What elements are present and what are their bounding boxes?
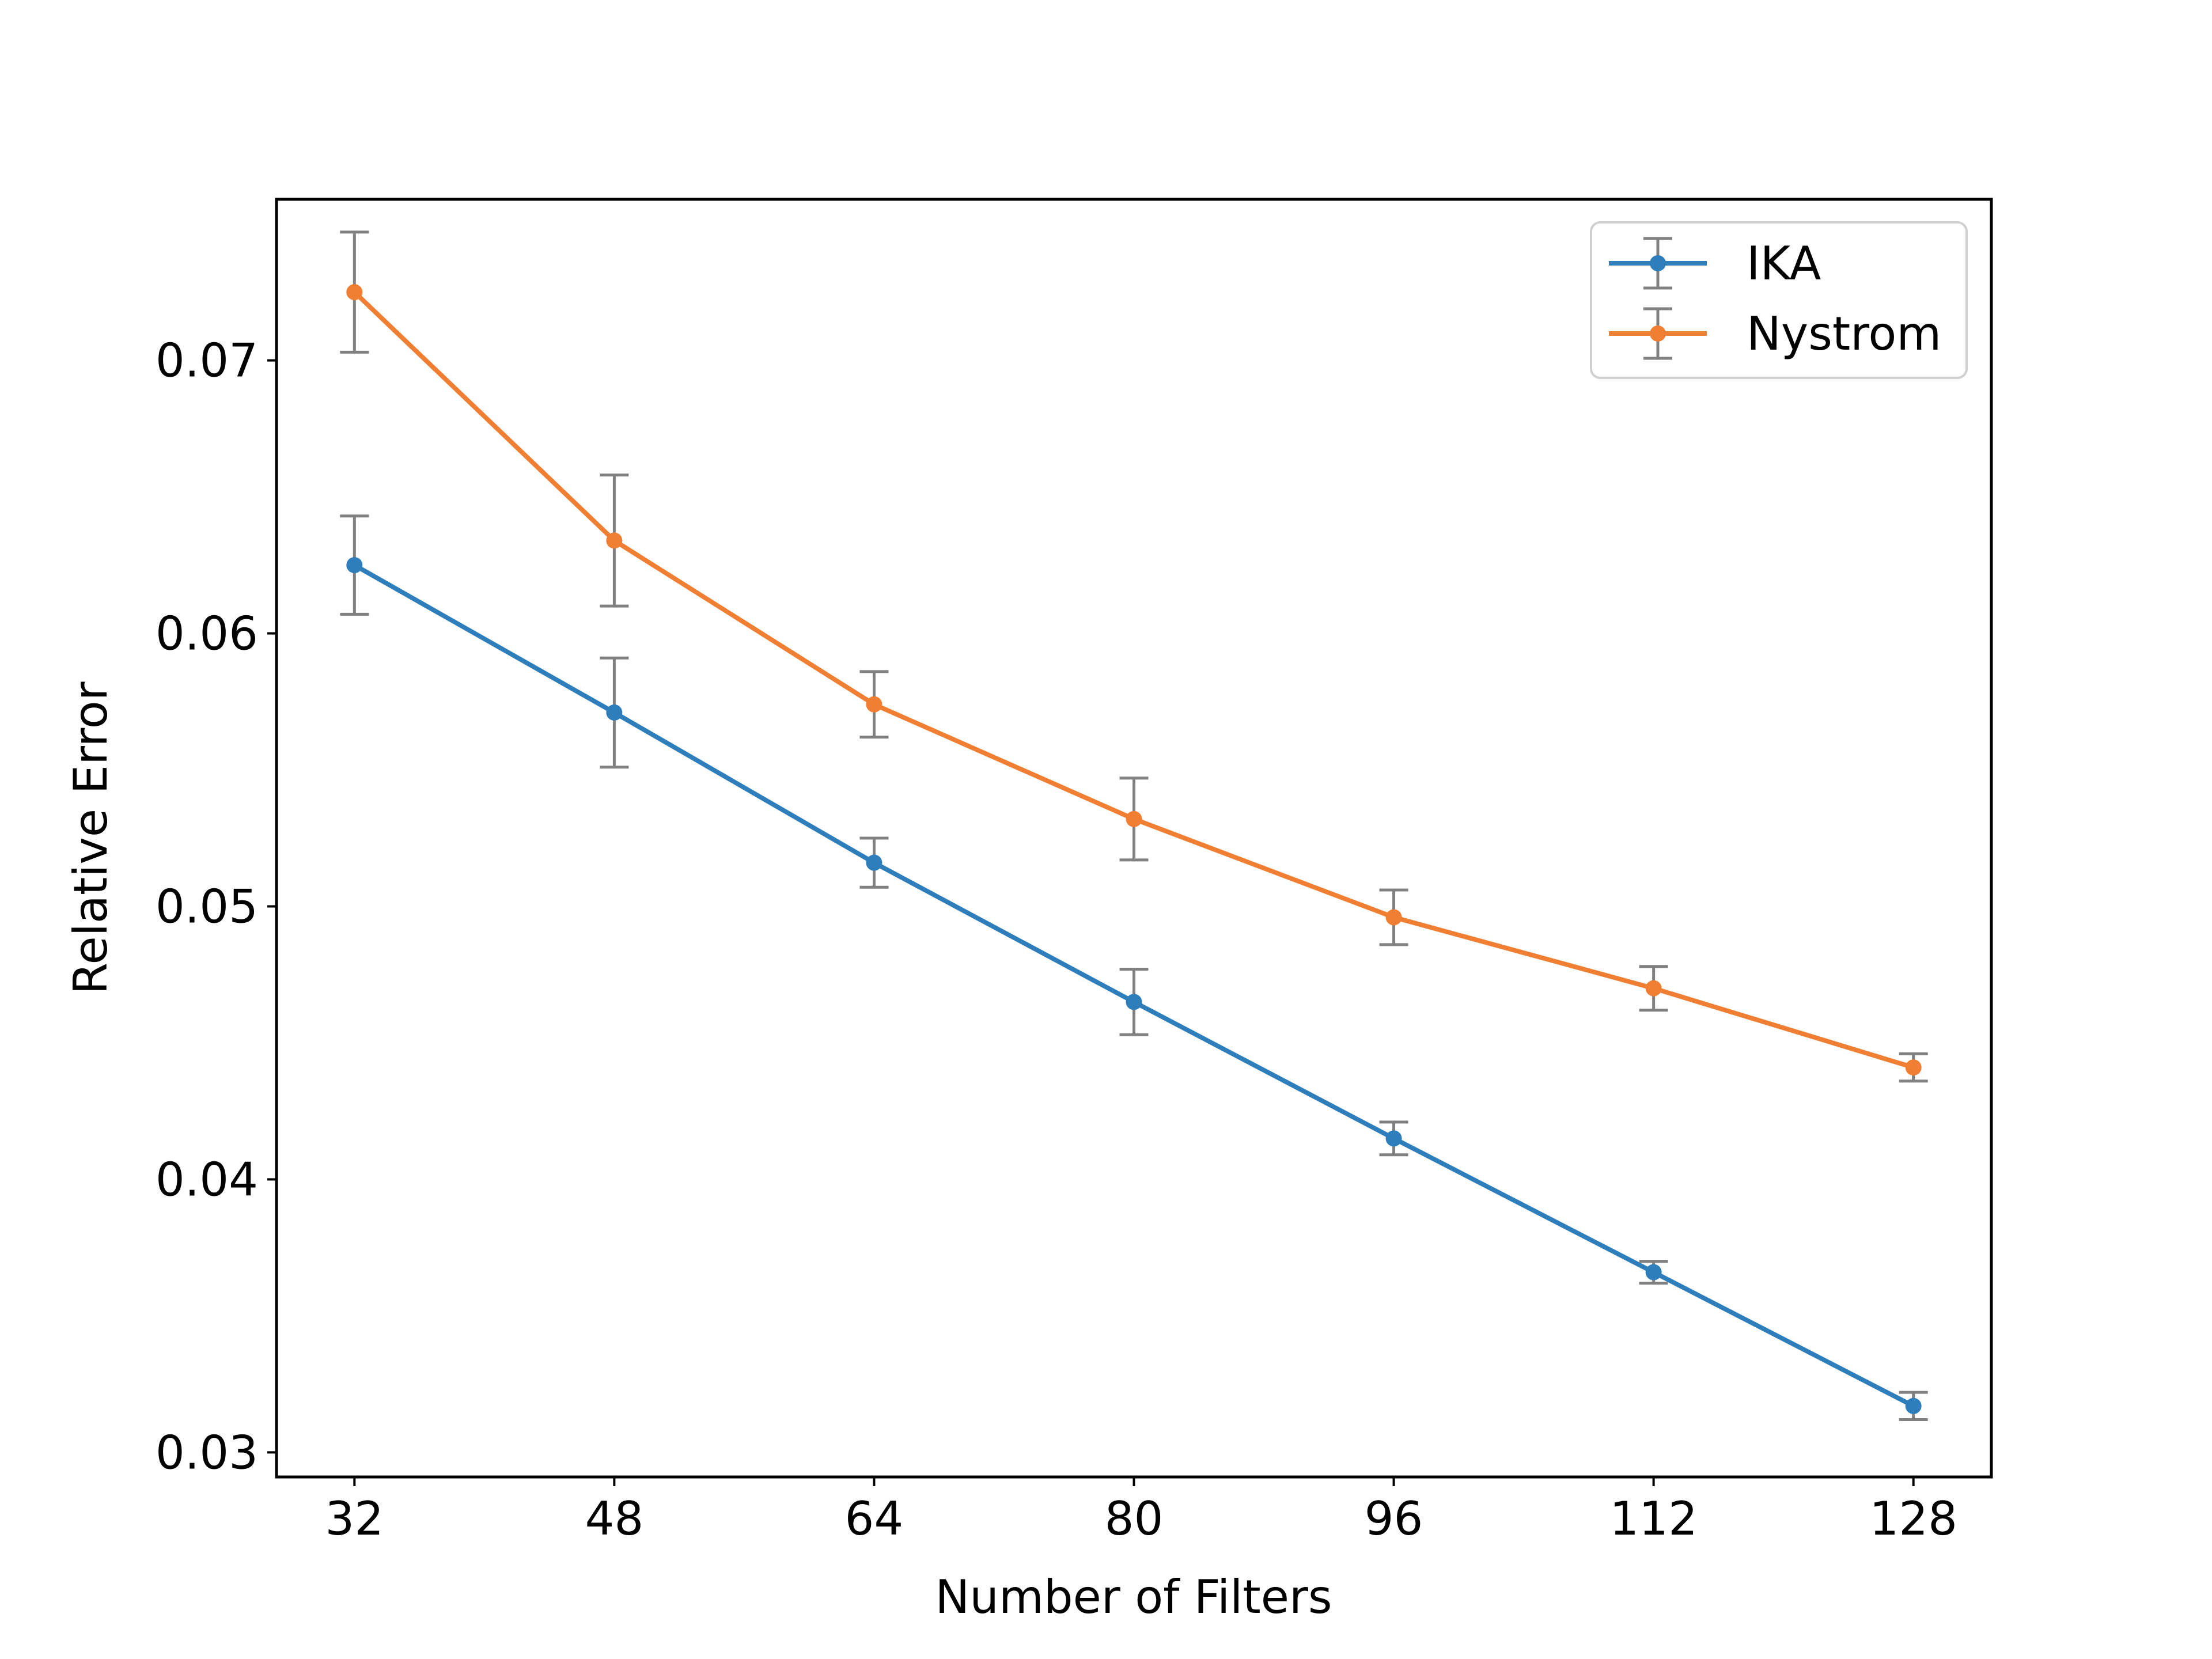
legend-ika-marker xyxy=(1650,255,1666,271)
x-tick-label-80: 80 xyxy=(1105,1492,1164,1546)
x-tick-label-32: 32 xyxy=(325,1492,384,1546)
y-tick-label-0.07: 0.07 xyxy=(156,334,258,388)
point-nystrom-112 xyxy=(1645,980,1662,997)
x-tick-label-112: 112 xyxy=(1609,1492,1698,1546)
legend: IKA Nystrom xyxy=(1590,221,1968,379)
legend-nystrom-marker xyxy=(1650,325,1666,342)
y-axis-label: Relative Error xyxy=(64,681,118,994)
plot-frame xyxy=(275,198,1993,1479)
y-tick-label-0.03: 0.03 xyxy=(156,1426,258,1479)
series-layer xyxy=(340,230,1928,1421)
legend-entry-ika: IKA xyxy=(1609,237,1821,290)
legend-entry-nystrom: Nystrom xyxy=(1609,307,1941,361)
point-nystrom-80 xyxy=(1126,810,1142,827)
x-tick-label-128: 128 xyxy=(1869,1492,1957,1546)
x-axis-label: Number of Filters xyxy=(935,1570,1332,1624)
series-ika xyxy=(340,514,1928,1421)
series-nystrom xyxy=(340,230,1928,1083)
x-tick-label-64: 64 xyxy=(845,1492,904,1546)
point-nystrom-32 xyxy=(346,284,363,301)
point-ika-32 xyxy=(346,557,363,574)
x-tick-label-96: 96 xyxy=(1365,1492,1423,1546)
legend-ika-label: IKA xyxy=(1747,237,1821,290)
axis-layer: 32 48 64 80 96 112 128 0.03 0.04 0.05 0.06 0.07 xyxy=(156,334,1957,1546)
y-tick-label-0.05: 0.05 xyxy=(156,880,258,933)
point-nystrom-96 xyxy=(1385,909,1402,926)
point-nystrom-48 xyxy=(606,532,623,549)
point-ika-112 xyxy=(1645,1264,1662,1281)
y-tick-label-0.06: 0.06 xyxy=(156,607,258,661)
point-ika-128 xyxy=(1905,1397,1922,1414)
y-tick-label-0.04: 0.04 xyxy=(156,1153,258,1206)
x-tick-label-48: 48 xyxy=(585,1492,643,1546)
point-ika-96 xyxy=(1385,1130,1402,1147)
point-nystrom-64 xyxy=(866,696,882,713)
legend-nystrom-label: Nystrom xyxy=(1747,307,1941,361)
point-ika-64 xyxy=(866,854,882,871)
point-nystrom-128 xyxy=(1905,1059,1922,1076)
point-ika-48 xyxy=(606,704,623,721)
point-ika-80 xyxy=(1126,994,1142,1010)
